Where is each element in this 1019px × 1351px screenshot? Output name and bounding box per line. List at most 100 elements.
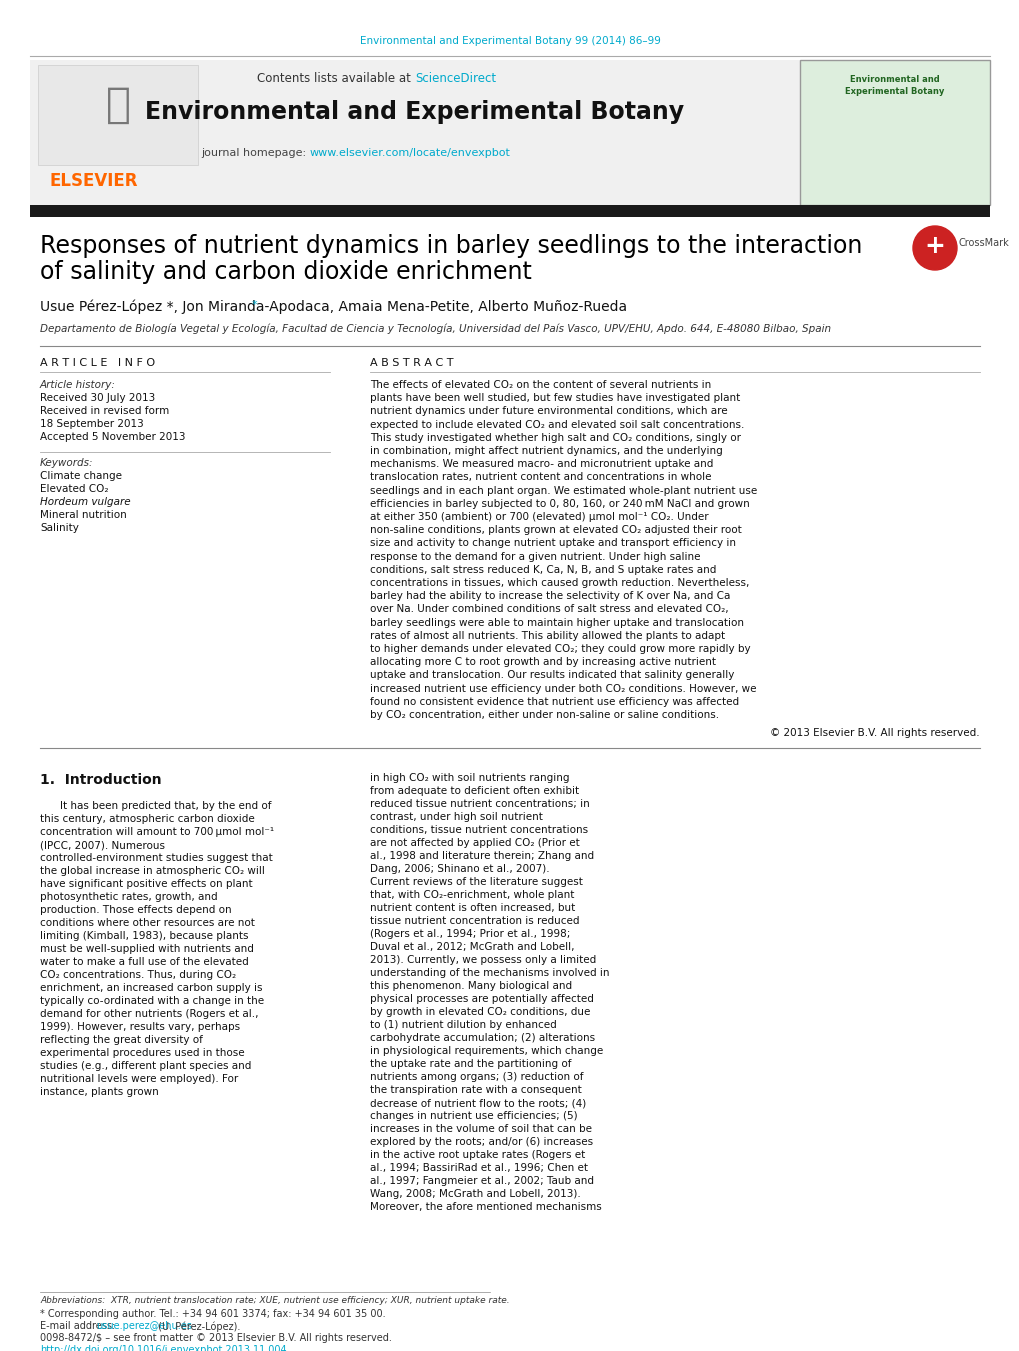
Text: al., 1998 and literature therein; Zhang and: al., 1998 and literature therein; Zhang … [370,851,593,861]
Text: limiting (Kimball, 1983), because plants: limiting (Kimball, 1983), because plants [40,931,249,942]
Text: to (1) nutrient dilution by enhanced: to (1) nutrient dilution by enhanced [370,1020,556,1031]
Text: Abbreviations:  XTR, nutrient translocation rate; XUE, nutrient use efficiency; : Abbreviations: XTR, nutrient translocati… [40,1296,510,1305]
Text: *: * [252,300,258,309]
Text: expected to include elevated CO₂ and elevated soil salt concentrations.: expected to include elevated CO₂ and ele… [370,420,744,430]
Text: efficiencies in barley subjected to 0, 80, 160, or 240 mM NaCl and grown: efficiencies in barley subjected to 0, 8… [370,499,749,509]
Text: Mineral nutrition: Mineral nutrition [40,509,126,520]
Text: Accepted 5 November 2013: Accepted 5 November 2013 [40,432,185,442]
Text: 1.  Introduction: 1. Introduction [40,773,161,788]
Text: A B S T R A C T: A B S T R A C T [370,358,453,367]
Text: CrossMark: CrossMark [958,238,1009,249]
Text: allocating more C to root growth and by increasing active nutrient: allocating more C to root growth and by … [370,657,715,667]
Text: at either 350 (ambient) or 700 (elevated) μmol mol⁻¹ CO₂. Under: at either 350 (ambient) or 700 (elevated… [370,512,708,521]
Text: water to make a full use of the elevated: water to make a full use of the elevated [40,958,249,967]
Text: ScienceDirect: ScienceDirect [415,72,495,85]
Text: +: + [923,234,945,258]
Text: 0098-8472/$ – see front matter © 2013 Elsevier B.V. All rights reserved.: 0098-8472/$ – see front matter © 2013 El… [40,1333,391,1343]
Text: www.elsevier.com/locate/envexpbot: www.elsevier.com/locate/envexpbot [310,149,511,158]
Text: The effects of elevated CO₂ on the content of several nutrients in: The effects of elevated CO₂ on the conte… [370,380,710,390]
Text: conditions, tissue nutrient concentrations: conditions, tissue nutrient concentratio… [370,825,588,835]
Text: barley seedlings were able to maintain higher uptake and translocation: barley seedlings were able to maintain h… [370,617,743,628]
Text: response to the demand for a given nutrient. Under high saline: response to the demand for a given nutri… [370,551,700,562]
Text: Climate change: Climate change [40,471,122,481]
Text: changes in nutrient use efficiencies; (5): changes in nutrient use efficiencies; (5… [370,1112,577,1121]
Text: explored by the roots; and/or (6) increases: explored by the roots; and/or (6) increa… [370,1138,592,1147]
Bar [38,65,198,165]
Text: that, with CO₂-enrichment, whole plant: that, with CO₂-enrichment, whole plant [370,890,574,900]
Text: typically co-ordinated with a change in the: typically co-ordinated with a change in … [40,996,264,1006]
Text: CO₂ concentrations. Thus, during CO₂: CO₂ concentrations. Thus, during CO₂ [40,970,235,981]
Text: Environmental and
Experimental Botany: Environmental and Experimental Botany [845,76,944,96]
Text: nutrient dynamics under future environmental conditions, which are: nutrient dynamics under future environme… [370,407,727,416]
Text: from adequate to deficient often exhibit: from adequate to deficient often exhibit [370,786,579,796]
Text: in the active root uptake rates (Rogers et: in the active root uptake rates (Rogers … [370,1150,585,1161]
Text: Environmental and Experimental Botany: Environmental and Experimental Botany [146,100,684,124]
Text: in combination, might affect nutrient dynamics, and the underlying: in combination, might affect nutrient dy… [370,446,722,457]
Text: usue.perez@ehu.es: usue.perez@ehu.es [96,1321,192,1331]
Text: are not affected by applied CO₂ (Prior et: are not affected by applied CO₂ (Prior e… [370,838,579,848]
Text: (Rogers et al., 1994; Prior et al., 1998;: (Rogers et al., 1994; Prior et al., 1998… [370,929,570,939]
Text: concentrations in tissues, which caused growth reduction. Nevertheless,: concentrations in tissues, which caused … [370,578,749,588]
Text: plants have been well studied, but few studies have investigated plant: plants have been well studied, but few s… [370,393,740,403]
Text: Environmental and Experimental Botany 99 (2014) 86–99: Environmental and Experimental Botany 99… [360,36,659,46]
Text: enrichment, an increased carbon supply is: enrichment, an increased carbon supply i… [40,984,262,993]
Text: found no consistent evidence that nutrient use efficiency was affected: found no consistent evidence that nutrie… [370,697,739,707]
Bar [799,59,989,205]
Text: http://dx.doi.org/10.1016/j.envexpbot.2013.11.004: http://dx.doi.org/10.1016/j.envexpbot.20… [40,1346,286,1351]
Bar [30,205,989,218]
Text: photosynthetic rates, growth, and: photosynthetic rates, growth, and [40,892,217,902]
Text: of salinity and carbon dioxide enrichment: of salinity and carbon dioxide enrichmen… [40,259,531,284]
Text: E-mail address:: E-mail address: [40,1321,118,1331]
Text: * Corresponding author. Tel.: +34 94 601 3374; fax: +34 94 601 35 00.: * Corresponding author. Tel.: +34 94 601… [40,1309,385,1319]
Text: studies (e.g., different plant species and: studies (e.g., different plant species a… [40,1061,251,1071]
Text: in physiological requirements, which change: in physiological requirements, which cha… [370,1046,602,1056]
Text: Wang, 2008; McGrath and Lobell, 2013).: Wang, 2008; McGrath and Lobell, 2013). [370,1189,580,1200]
Text: by growth in elevated CO₂ conditions, due: by growth in elevated CO₂ conditions, du… [370,1008,590,1017]
Text: tissue nutrient concentration is reduced: tissue nutrient concentration is reduced [370,916,579,927]
Text: must be well-supplied with nutrients and: must be well-supplied with nutrients and [40,944,254,954]
Text: non-saline conditions, plants grown at elevated CO₂ adjusted their root: non-saline conditions, plants grown at e… [370,526,741,535]
Text: 🌿: 🌿 [105,84,130,126]
Text: 1999). However, results vary, perhaps: 1999). However, results vary, perhaps [40,1023,239,1032]
Text: nutritional levels were employed). For: nutritional levels were employed). For [40,1074,238,1085]
Text: A R T I C L E   I N F O: A R T I C L E I N F O [40,358,155,367]
Text: reduced tissue nutrient concentrations; in: reduced tissue nutrient concentrations; … [370,800,589,809]
Text: increases in the volume of soil that can be: increases in the volume of soil that can… [370,1124,591,1135]
Text: by CO₂ concentration, either under non-saline or saline conditions.: by CO₂ concentration, either under non-s… [370,711,718,720]
Text: uptake and translocation. Our results indicated that salinity generally: uptake and translocation. Our results in… [370,670,734,681]
Text: the transpiration rate with a consequent: the transpiration rate with a consequent [370,1085,581,1096]
Text: Elevated CO₂: Elevated CO₂ [40,484,108,494]
Text: decrease of nutrient flow to the roots; (4): decrease of nutrient flow to the roots; … [370,1098,586,1108]
Text: mechanisms. We measured macro- and micronutrient uptake and: mechanisms. We measured macro- and micro… [370,459,712,469]
Text: increased nutrient use efficiency under both CO₂ conditions. However, we: increased nutrient use efficiency under … [370,684,756,693]
Text: to higher demands under elevated CO₂; they could grow more rapidly by: to higher demands under elevated CO₂; th… [370,644,750,654]
Text: Duval et al., 2012; McGrath and Lobell,: Duval et al., 2012; McGrath and Lobell, [370,942,574,952]
Text: over Na. Under combined conditions of salt stress and elevated CO₂,: over Na. Under combined conditions of sa… [370,604,728,615]
Text: Departamento de Biología Vegetal y Ecología, Facultad de Ciencia y Tecnología, U: Departamento de Biología Vegetal y Ecolo… [40,323,830,334]
Text: Usue Pérez-López *, Jon Miranda-Apodaca, Amaia Mena-Petite, Alberto Muñoz-Rueda: Usue Pérez-López *, Jon Miranda-Apodaca,… [40,300,627,315]
Text: nutrient content is often increased, but: nutrient content is often increased, but [370,904,575,913]
Text: Responses of nutrient dynamics in barley seedlings to the interaction: Responses of nutrient dynamics in barley… [40,234,861,258]
Text: reflecting the great diversity of: reflecting the great diversity of [40,1035,203,1046]
Bar [30,59,205,205]
Text: al., 1994; BassiriRad et al., 1996; Chen et: al., 1994; BassiriRad et al., 1996; Chen… [370,1163,587,1173]
Text: conditions where other resources are not: conditions where other resources are not [40,919,255,928]
Text: (IPCC, 2007). Numerous: (IPCC, 2007). Numerous [40,840,165,850]
Text: (U. Pérez-López).: (U. Pérez-López). [155,1321,240,1332]
Text: Moreover, the afore mentioned mechanisms: Moreover, the afore mentioned mechanisms [370,1202,601,1212]
Text: © 2013 Elsevier B.V. All rights reserved.: © 2013 Elsevier B.V. All rights reserved… [769,728,979,738]
Text: Received 30 July 2013: Received 30 July 2013 [40,393,155,403]
Text: this phenomenon. Many biological and: this phenomenon. Many biological and [370,981,572,992]
Text: Salinity: Salinity [40,523,78,534]
Text: seedlings and in each plant organ. We estimated whole-plant nutrient use: seedlings and in each plant organ. We es… [370,485,756,496]
Text: the global increase in atmospheric CO₂ will: the global increase in atmospheric CO₂ w… [40,866,265,877]
Text: controlled-environment studies suggest that: controlled-environment studies suggest t… [40,854,272,863]
Bar [30,59,989,205]
Text: carbohydrate accumulation; (2) alterations: carbohydrate accumulation; (2) alteratio… [370,1034,594,1043]
Text: ELSEVIER: ELSEVIER [50,172,139,190]
Text: Dang, 2006; Shinano et al., 2007).: Dang, 2006; Shinano et al., 2007). [370,865,549,874]
Text: production. Those effects depend on: production. Those effects depend on [40,905,231,915]
Text: size and activity to change nutrient uptake and transport efficiency in: size and activity to change nutrient upt… [370,539,736,549]
Text: understanding of the mechanisms involved in: understanding of the mechanisms involved… [370,969,609,978]
Text: the uptake rate and the partitioning of: the uptake rate and the partitioning of [370,1059,571,1069]
